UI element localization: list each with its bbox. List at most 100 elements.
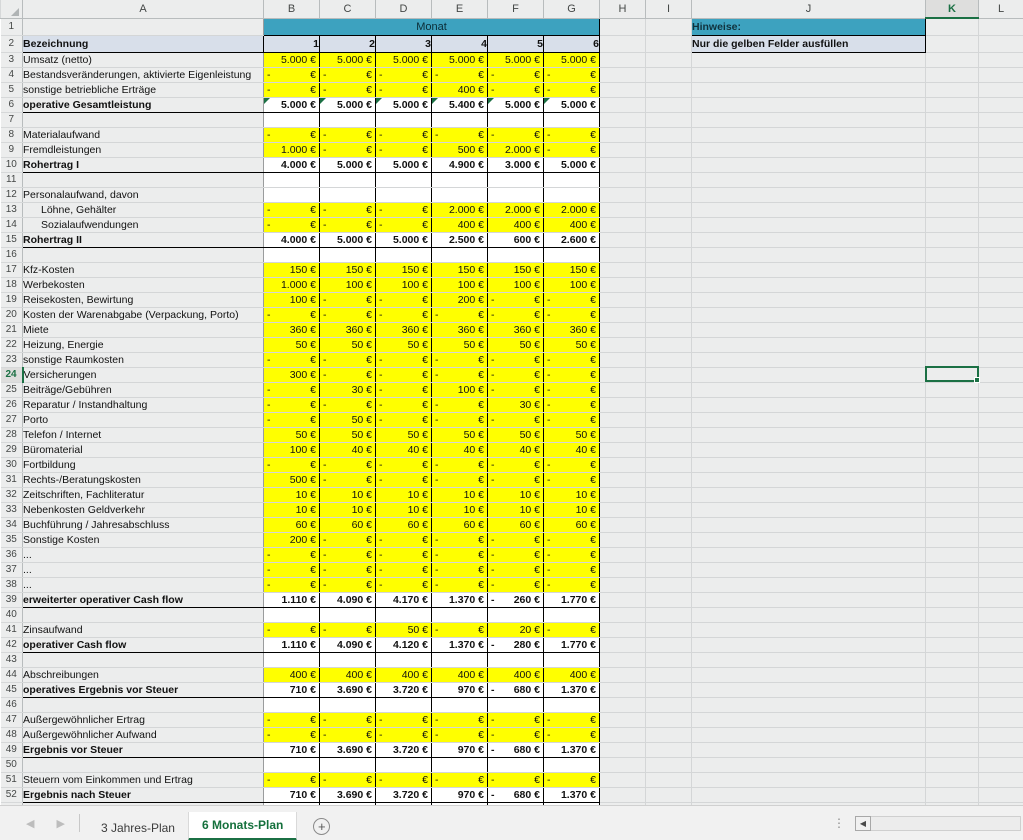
cell-K47[interactable] <box>925 712 979 728</box>
cell-D15[interactable]: 5.000 € <box>375 231 432 248</box>
cell-K43[interactable] <box>925 652 979 668</box>
cell-F31[interactable]: - € <box>487 472 544 488</box>
cell-D18[interactable]: 100 € <box>375 277 432 293</box>
cell-C44[interactable]: 400 € <box>319 667 376 683</box>
nav-prev-icon[interactable]: ◀ <box>26 817 35 830</box>
column-header-D[interactable]: D <box>375 0 432 19</box>
row-header-51[interactable]: 51 <box>0 772 23 788</box>
cell-B6[interactable]: 5.000 € <box>263 96 320 113</box>
cell-E39[interactable]: 1.370 € <box>431 591 488 608</box>
row-header-11[interactable]: 11 <box>0 172 23 188</box>
cell-E26[interactable]: - € <box>431 397 488 413</box>
cell-L31[interactable] <box>978 472 1023 488</box>
row-header-8[interactable]: 8 <box>0 127 23 143</box>
cell-J49[interactable] <box>691 742 926 758</box>
cell-G51[interactable]: - € <box>543 772 600 788</box>
cell-G21[interactable]: 360 € <box>543 322 600 338</box>
cell-K5[interactable] <box>925 82 979 98</box>
cell-C23[interactable]: - € <box>319 352 376 368</box>
cell-A8[interactable]: Materialaufwand <box>22 127 264 143</box>
row-header-37[interactable]: 37 <box>0 562 23 578</box>
cell-B34[interactable]: 60 € <box>263 517 320 533</box>
cell-L51[interactable] <box>978 772 1023 788</box>
cell-D32[interactable]: 10 € <box>375 487 432 503</box>
cell-E46[interactable] <box>431 697 488 713</box>
cell-F21[interactable]: 360 € <box>487 322 544 338</box>
cell-D47[interactable]: - € <box>375 712 432 728</box>
cell-E34[interactable]: 60 € <box>431 517 488 533</box>
cell-F13[interactable]: 2.000 € <box>487 202 544 218</box>
cell-C51[interactable]: - € <box>319 772 376 788</box>
cell-F39[interactable]: -260 € <box>487 591 544 608</box>
cell-B23[interactable]: - € <box>263 352 320 368</box>
cell-D28[interactable]: 50 € <box>375 427 432 443</box>
cell-A39[interactable]: erweiterter operativer Cash flow <box>22 591 264 608</box>
cell-F35[interactable]: - € <box>487 532 544 548</box>
row-header-40[interactable]: 40 <box>0 607 23 623</box>
cell-I36[interactable] <box>645 547 692 563</box>
cell-B29[interactable]: 100 € <box>263 442 320 458</box>
cell-D33[interactable]: 10 € <box>375 502 432 518</box>
cell-G15[interactable]: 2.600 € <box>543 231 600 248</box>
cell-E14[interactable]: 400 € <box>431 217 488 233</box>
cell-L1[interactable] <box>978 18 1023 36</box>
cell-B35[interactable]: 200 € <box>263 532 320 548</box>
cell-J19[interactable] <box>691 292 926 308</box>
cell-K15[interactable] <box>925 232 979 248</box>
cell-K44[interactable] <box>925 667 979 683</box>
cell-F41[interactable]: 20 € <box>487 622 544 638</box>
cell-B32[interactable]: 10 € <box>263 487 320 503</box>
cell-F32[interactable]: 10 € <box>487 487 544 503</box>
cell-B20[interactable]: - € <box>263 307 320 323</box>
cell-J46[interactable] <box>691 697 926 713</box>
cell-L19[interactable] <box>978 292 1023 308</box>
cell-D6[interactable]: 5.000 € <box>375 96 432 113</box>
cell-J45[interactable] <box>691 682 926 698</box>
cell-E4[interactable]: - € <box>431 67 488 83</box>
cell-C17[interactable]: 150 € <box>319 262 376 278</box>
cell-I32[interactable] <box>645 487 692 503</box>
cell-K40[interactable] <box>925 607 979 623</box>
cell-I42[interactable] <box>645 637 692 653</box>
cell-A42[interactable]: operativer Cash flow <box>22 636 264 653</box>
cell-H34[interactable] <box>599 517 646 533</box>
cell-J43[interactable] <box>691 652 926 668</box>
cell-I1[interactable] <box>645 18 692 36</box>
cell-L36[interactable] <box>978 547 1023 563</box>
cell-D27[interactable]: - € <box>375 412 432 428</box>
cell-B49[interactable]: 710 € <box>263 741 320 758</box>
cell-J15[interactable] <box>691 232 926 248</box>
cell-H20[interactable] <box>599 307 646 323</box>
cell-C43[interactable] <box>319 652 376 668</box>
cell-I31[interactable] <box>645 472 692 488</box>
cell-J22[interactable] <box>691 337 926 353</box>
row-header-21[interactable]: 21 <box>0 322 23 338</box>
cell-E42[interactable]: 1.370 € <box>431 636 488 653</box>
cell-L44[interactable] <box>978 667 1023 683</box>
cell-E10[interactable]: 4.900 € <box>431 156 488 173</box>
cell-K50[interactable] <box>925 757 979 773</box>
cell-D39[interactable]: 4.170 € <box>375 591 432 608</box>
cell-I20[interactable] <box>645 307 692 323</box>
cell-H39[interactable] <box>599 592 646 608</box>
row-header-7[interactable]: 7 <box>0 112 23 128</box>
cell-G20[interactable]: - € <box>543 307 600 323</box>
cell-H16[interactable] <box>599 247 646 263</box>
cell-D2[interactable]: 3 <box>375 34 432 53</box>
cell-G8[interactable]: - € <box>543 127 600 143</box>
cell-L33[interactable] <box>978 502 1023 518</box>
row-header-18[interactable]: 18 <box>0 277 23 293</box>
cell-I21[interactable] <box>645 322 692 338</box>
cell-B48[interactable]: - € <box>263 727 320 743</box>
cell-K6[interactable] <box>925 97 979 113</box>
cell-I28[interactable] <box>645 427 692 443</box>
cell-E30[interactable]: - € <box>431 457 488 473</box>
cell-I23[interactable] <box>645 352 692 368</box>
row-header-5[interactable]: 5 <box>0 82 23 98</box>
cell-C24[interactable]: - € <box>319 367 376 383</box>
cell-H40[interactable] <box>599 607 646 623</box>
cell-E24[interactable]: - € <box>431 367 488 383</box>
row-header-49[interactable]: 49 <box>0 742 23 758</box>
cell-L5[interactable] <box>978 82 1023 98</box>
cell-H21[interactable] <box>599 322 646 338</box>
